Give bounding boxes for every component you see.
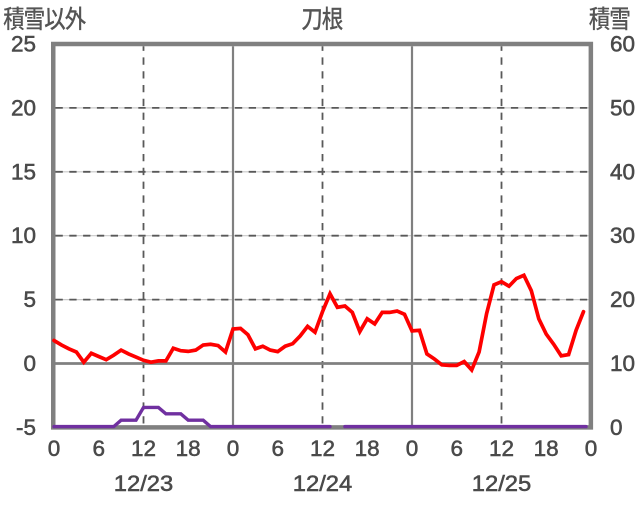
svg-text:12: 12 bbox=[131, 436, 156, 461]
svg-text:15: 15 bbox=[11, 159, 36, 184]
svg-text:18: 18 bbox=[534, 436, 559, 461]
svg-text:6: 6 bbox=[271, 436, 284, 461]
svg-text:5: 5 bbox=[23, 287, 36, 312]
svg-text:60: 60 bbox=[610, 32, 635, 57]
svg-text:25: 25 bbox=[11, 32, 36, 57]
svg-text:0: 0 bbox=[585, 436, 598, 461]
svg-text:20: 20 bbox=[11, 95, 36, 120]
svg-text:40: 40 bbox=[610, 159, 635, 184]
svg-text:12: 12 bbox=[310, 436, 335, 461]
svg-text:12/23: 12/23 bbox=[114, 471, 174, 496]
svg-text:18: 18 bbox=[355, 436, 380, 461]
svg-text:0: 0 bbox=[23, 351, 36, 376]
svg-text:30: 30 bbox=[610, 223, 635, 248]
svg-text:6: 6 bbox=[450, 436, 463, 461]
svg-text:12: 12 bbox=[489, 436, 514, 461]
svg-text:10: 10 bbox=[11, 223, 36, 248]
svg-text:0: 0 bbox=[227, 436, 240, 461]
svg-text:20: 20 bbox=[610, 287, 635, 312]
svg-text:6: 6 bbox=[92, 436, 105, 461]
svg-text:12/24: 12/24 bbox=[293, 471, 353, 496]
svg-text:0: 0 bbox=[610, 415, 623, 440]
svg-text:50: 50 bbox=[610, 95, 635, 120]
svg-text:0: 0 bbox=[48, 436, 61, 461]
svg-text:12/25: 12/25 bbox=[472, 471, 532, 496]
svg-text:0: 0 bbox=[406, 436, 419, 461]
svg-text:10: 10 bbox=[610, 351, 635, 376]
svg-text:18: 18 bbox=[176, 436, 201, 461]
svg-text:-5: -5 bbox=[16, 415, 36, 440]
